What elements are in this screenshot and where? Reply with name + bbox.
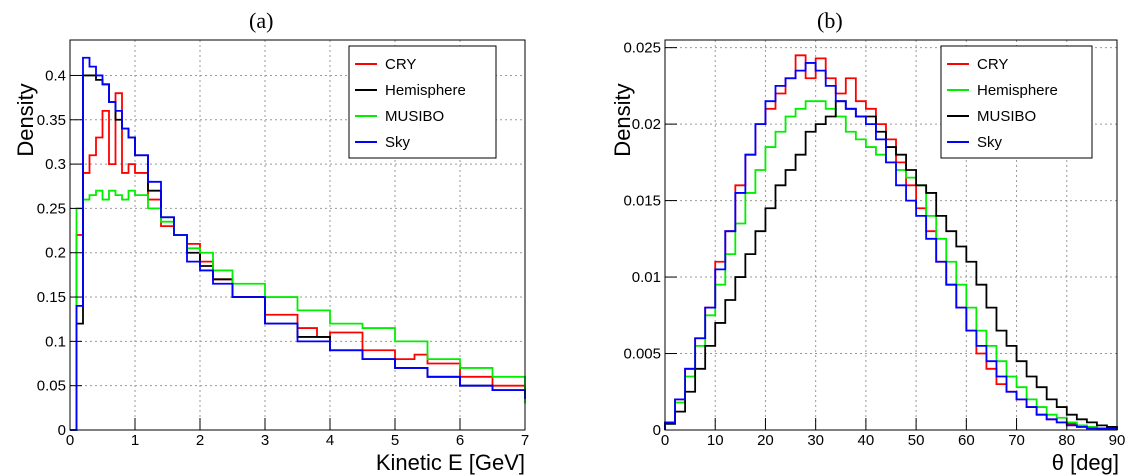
panel-0-series-sky — [70, 56, 526, 431]
panel-1-plot-frame — [664, 39, 1118, 431]
panel-0-legend-label: CRY — [385, 56, 416, 73]
panel-1-x-tick-label: 70 — [1008, 432, 1025, 449]
panel-1-y-axis-title: Density — [610, 83, 635, 156]
panel-0-y-tick-label: 0.05 — [37, 378, 66, 395]
panel-0-y-axis-title: Density — [13, 83, 38, 156]
panel-1-x-tick-label: 30 — [807, 432, 824, 449]
panel-1-x-tick-label: 20 — [757, 432, 774, 449]
panel-0-y-tick-label: 0.15 — [37, 289, 66, 306]
panel-1-x-tick-label: 80 — [1058, 432, 1075, 449]
panel-0-x-tick-label: 5 — [391, 432, 399, 449]
panel-1-x-tick-label: 90 — [1109, 432, 1126, 449]
panel-1-series-musibo — [664, 100, 1118, 430]
panel-0-x-tick-label: 7 — [521, 432, 529, 449]
panel-0-series-musibo — [70, 189, 526, 431]
panel-1-y-tick-label: 0.005 — [623, 346, 661, 363]
panel-0-plot-frame — [69, 39, 526, 431]
panel-1-series-sky — [664, 62, 1118, 430]
panel-1-legend-label: CRY — [977, 56, 1008, 73]
panel-1-x-tick-label: 50 — [908, 432, 925, 449]
panel-0-x-tick-label: 0 — [66, 432, 74, 449]
panel-0-legend-label: Hemisphere — [385, 82, 466, 99]
panel-0-y-tick-label: 0.4 — [45, 67, 66, 84]
panel-0-y-tick-label: 0.35 — [37, 112, 66, 129]
panel-1-y-tick-label: 0.025 — [623, 40, 661, 57]
panel-0-x-tick-label: 6 — [456, 432, 464, 449]
panel-1-x-tick-label: 40 — [858, 432, 875, 449]
panel-0-y-tick-label: 0.25 — [37, 200, 66, 217]
panel-1-y-tick-label: 0.02 — [632, 116, 661, 133]
panel-1-y-tick-label: 0.01 — [632, 269, 661, 286]
panel-1-legend-label: Sky — [977, 134, 1003, 151]
panel-0-x-tick-label: 4 — [326, 432, 334, 449]
panel-1-x-tick-label: 60 — [958, 432, 975, 449]
panel-1-x-tick-label: 0 — [661, 432, 669, 449]
panel-0-y-tick-label: 0 — [58, 422, 66, 439]
panel-0-x-axis-title: Kinetic E [GeV] — [376, 450, 525, 475]
panel-1-x-axis-title: θ [deg] — [1052, 450, 1119, 475]
panel-label-b: (b) — [817, 8, 843, 33]
panel-1-y-tick-label: 0.015 — [623, 193, 661, 210]
panel-0-y-tick-label: 0.3 — [45, 156, 66, 173]
panel-0-x-tick-label: 2 — [196, 432, 204, 449]
panel-0-y-tick-label: 0.2 — [45, 245, 66, 262]
panel-1-x-tick-label: 10 — [707, 432, 724, 449]
panel-0-y-tick-label: 0.1 — [45, 333, 66, 350]
panel-1-legend-label: Hemisphere — [977, 82, 1058, 99]
panel-0-x-tick-label: 3 — [261, 432, 269, 449]
panel-label-a: (a) — [249, 8, 274, 33]
panel-0-x-tick-label: 1 — [131, 432, 139, 449]
panel-1-y-tick-label: 0 — [653, 422, 661, 439]
panel-1-legend-label: MUSIBO — [977, 108, 1036, 125]
panel-0-legend-label: Sky — [385, 134, 411, 151]
panel-0-legend-label: MUSIBO — [385, 108, 444, 125]
